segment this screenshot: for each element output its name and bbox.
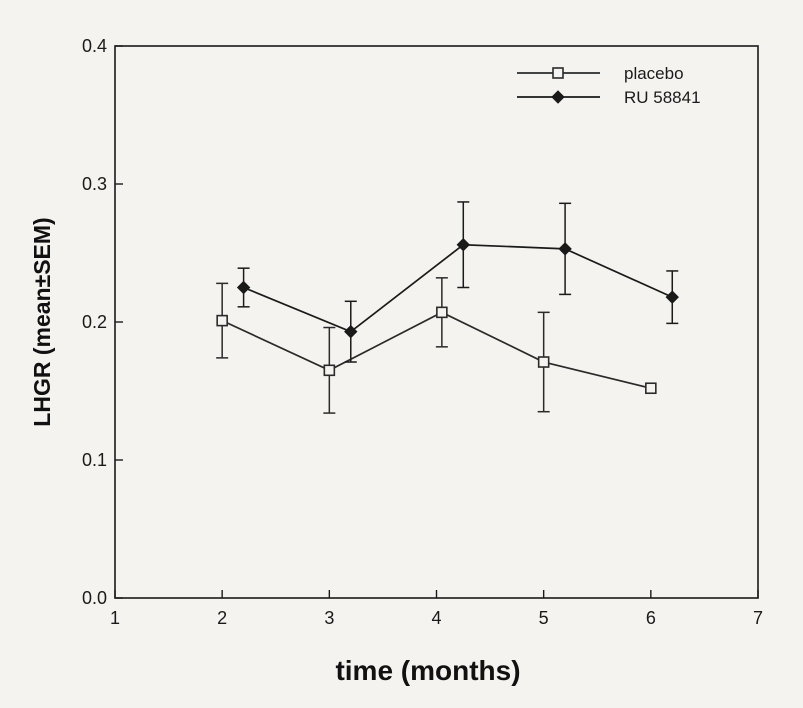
data-point	[217, 316, 227, 326]
data-point	[437, 307, 447, 317]
x-axis-title: time (months)	[335, 655, 520, 686]
data-point	[238, 282, 250, 294]
legend: placebo RU 58841	[517, 64, 701, 107]
series-layer	[216, 202, 678, 413]
series-line	[222, 312, 651, 388]
y-tick-label: 0.3	[82, 174, 107, 194]
legend-label: RU 58841	[624, 88, 701, 107]
y-axis-ticks: 0.0 0.1 0.2 0.3 0.4	[82, 36, 123, 608]
data-point	[539, 357, 549, 367]
y-tick-label: 0.0	[82, 588, 107, 608]
x-tick-label: 2	[217, 608, 227, 628]
legend-marker	[552, 91, 564, 103]
y-tick-label: 0.2	[82, 312, 107, 332]
x-tick-label: 1	[110, 608, 120, 628]
y-tick-label: 0.1	[82, 450, 107, 470]
legend-marker	[553, 68, 563, 78]
x-tick-label: 4	[431, 608, 441, 628]
data-point	[559, 243, 571, 255]
data-point	[324, 365, 334, 375]
y-tick-label: 0.4	[82, 36, 107, 56]
legend-label: placebo	[624, 64, 684, 83]
x-tick-label: 5	[539, 608, 549, 628]
plot-frame	[115, 46, 758, 598]
x-axis-ticks: 1 2 3 4 5 6 7	[110, 590, 763, 628]
x-tick-label: 7	[753, 608, 763, 628]
data-point	[646, 383, 656, 393]
x-tick-label: 3	[324, 608, 334, 628]
x-tick-label: 6	[646, 608, 656, 628]
data-point	[666, 291, 678, 303]
y-axis-title: LHGR (mean±SEM)	[29, 217, 55, 426]
